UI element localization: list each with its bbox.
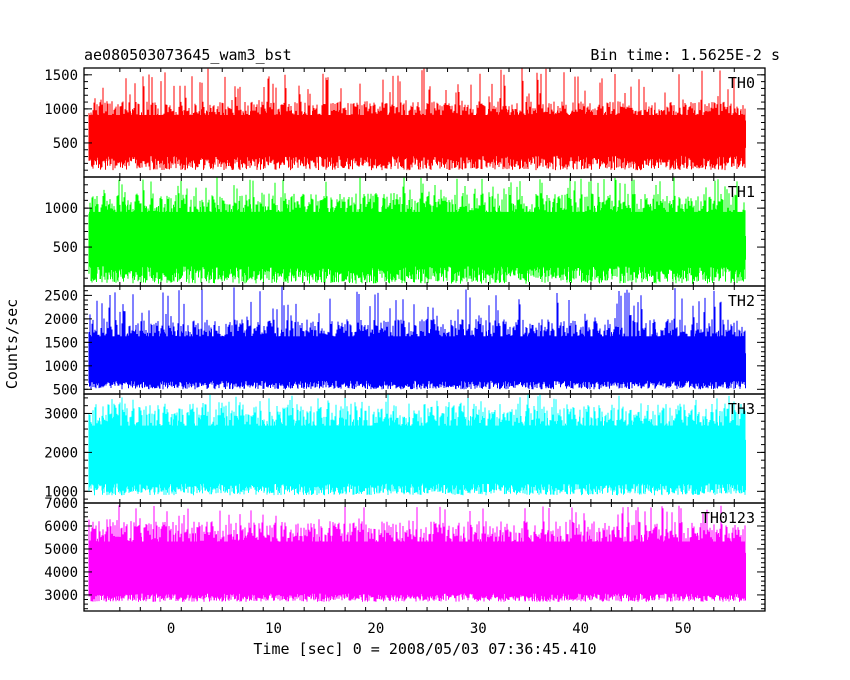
panel-frame bbox=[83, 502, 766, 612]
bin-time-label: Bin time: 1.5625E-2 s bbox=[590, 46, 780, 64]
panels: 500 1000 1500 TH0 500 1000 TH1 500 1000 1500 2000 2… bbox=[44, 67, 766, 612]
series-core-th0123 bbox=[89, 541, 745, 587]
chart-title: ae080503073645_wam3_bst bbox=[84, 46, 292, 64]
y-tick-label: 1000 bbox=[44, 484, 78, 500]
panel-th3: 1000 2000 3000 TH3 bbox=[44, 393, 766, 504]
y-tick-label: 1000 bbox=[44, 102, 78, 118]
y-tick-label: 6000 bbox=[44, 519, 78, 535]
x-tick-label: 0 bbox=[167, 621, 175, 637]
panel-th0: 500 1000 1500 TH0 bbox=[44, 67, 766, 178]
x-tick-label: 10 bbox=[265, 621, 282, 637]
x-tick-label: 40 bbox=[572, 621, 589, 637]
y-tick-label: 1500 bbox=[44, 335, 78, 351]
panel-th1: 500 1000 TH1 bbox=[44, 176, 766, 287]
y-tick-label: 2000 bbox=[44, 445, 78, 461]
panel-name-label: TH3 bbox=[728, 400, 755, 418]
x-tick-label: 20 bbox=[367, 621, 384, 637]
y-tick-label: 2500 bbox=[44, 288, 78, 304]
y-tick-label: 5000 bbox=[44, 542, 78, 558]
series-core-th1 bbox=[89, 211, 745, 255]
panel-name-label: TH0123 bbox=[701, 509, 755, 527]
x-tick-label: 30 bbox=[470, 621, 487, 637]
y-tick-label: 2000 bbox=[44, 312, 78, 328]
y-axis-label: Counts/sec bbox=[3, 299, 21, 389]
y-tick-label: 1500 bbox=[44, 68, 78, 84]
y-tick-label: 3000 bbox=[44, 406, 78, 422]
y-tick-label: 3000 bbox=[44, 588, 78, 604]
y-tick-label: 500 bbox=[53, 240, 78, 256]
x-tick-label: 50 bbox=[675, 621, 692, 637]
y-tick-label: 7000 bbox=[44, 496, 78, 512]
y-tick-label: 1000 bbox=[44, 359, 78, 375]
panel-th0123: 3000 4000 5000 6000 7000 TH0123 bbox=[44, 496, 766, 612]
panel-name-label: TH1 bbox=[728, 183, 755, 201]
series-core-th3 bbox=[89, 425, 745, 475]
panel-name-label: TH2 bbox=[728, 292, 755, 310]
series-core-th2 bbox=[89, 336, 745, 375]
panel-th2: 500 1000 1500 2000 2500 TH2 bbox=[44, 285, 766, 398]
y-tick-label: 500 bbox=[53, 136, 78, 152]
y-tick-label: 500 bbox=[53, 382, 78, 398]
y-tick-label: 4000 bbox=[44, 565, 78, 581]
y-tick-label: 1000 bbox=[44, 201, 78, 217]
panel-name-label: TH0 bbox=[728, 74, 755, 92]
x-axis-label: Time [sec] 0 = 2008/05/03 07:36:45.410 bbox=[253, 640, 596, 658]
x-axis-tick-labels: 0 10 20 30 40 50 bbox=[167, 621, 692, 637]
series-core-th0 bbox=[89, 115, 745, 146]
